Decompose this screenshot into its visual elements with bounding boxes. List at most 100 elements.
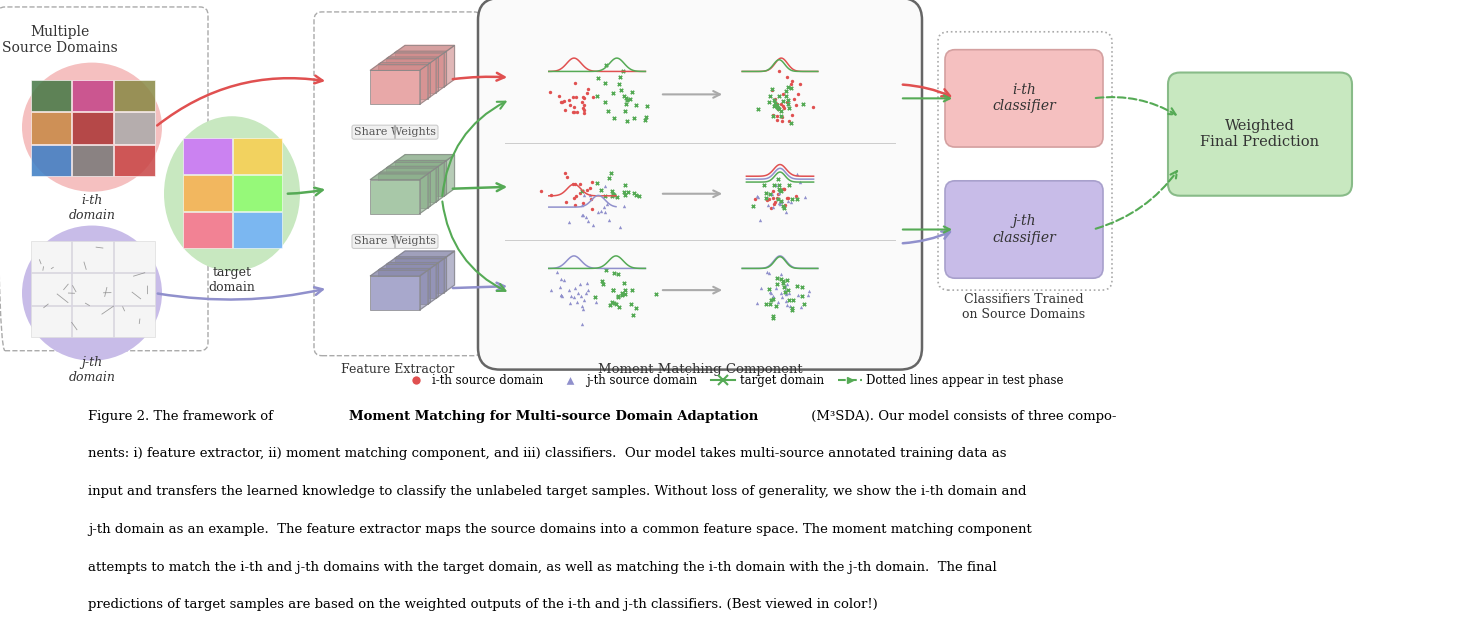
- Point: [580, 194, 603, 204]
- Polygon shape: [443, 46, 455, 87]
- Point: [600, 285, 624, 295]
- Point: [785, 169, 809, 179]
- Point: [759, 299, 782, 309]
- Point: [619, 299, 643, 310]
- Point: [769, 187, 793, 197]
- Point: [571, 304, 595, 315]
- Point: [590, 276, 614, 286]
- Bar: [115, 112, 154, 144]
- Point: [762, 101, 785, 112]
- Bar: [395, 258, 443, 292]
- Point: [788, 177, 812, 187]
- Point: [763, 283, 787, 294]
- Point: [775, 275, 799, 285]
- Point: [762, 187, 785, 197]
- Point: [769, 274, 793, 284]
- Point: [580, 178, 603, 188]
- Point: [553, 168, 577, 178]
- Point: [780, 303, 803, 313]
- Polygon shape: [395, 251, 455, 258]
- Point: [766, 278, 790, 288]
- Point: [587, 207, 611, 217]
- Point: [549, 290, 573, 301]
- Point: [788, 79, 812, 89]
- Point: [765, 180, 788, 190]
- Point: [599, 168, 622, 178]
- Point: [771, 96, 794, 106]
- Point: [564, 78, 587, 88]
- Point: [564, 283, 587, 293]
- Point: [778, 288, 802, 298]
- Point: [614, 285, 637, 296]
- Point: [760, 202, 784, 212]
- Point: [603, 298, 627, 308]
- Point: [568, 179, 592, 189]
- Polygon shape: [379, 263, 439, 271]
- Point: [775, 87, 799, 97]
- Point: [760, 83, 784, 94]
- Point: [777, 96, 800, 106]
- Point: [606, 292, 630, 302]
- Point: [775, 72, 799, 82]
- Polygon shape: [370, 269, 430, 276]
- FancyBboxPatch shape: [945, 50, 1102, 147]
- Point: [791, 282, 815, 292]
- Point: [771, 292, 794, 302]
- Ellipse shape: [22, 63, 161, 192]
- Point: [756, 200, 780, 210]
- Point: [763, 197, 787, 207]
- Point: [617, 187, 640, 197]
- Point: [539, 190, 562, 201]
- Point: [768, 185, 791, 196]
- Point: [769, 112, 793, 122]
- Point: [622, 113, 646, 123]
- Point: [575, 278, 599, 288]
- Point: [558, 298, 581, 308]
- Point: [571, 103, 595, 113]
- Point: [615, 95, 639, 105]
- Point: [763, 98, 787, 108]
- Text: Figure 2. The framework of: Figure 2. The framework of: [88, 410, 277, 422]
- Point: [549, 274, 573, 284]
- Bar: [72, 80, 113, 112]
- Point: [558, 285, 581, 295]
- Point: [762, 110, 785, 120]
- Point: [565, 296, 589, 306]
- Text: Share Weights: Share Weights: [354, 127, 436, 137]
- Point: [781, 110, 804, 121]
- Point: [759, 287, 782, 297]
- Point: [797, 286, 821, 296]
- Point: [774, 207, 797, 217]
- Polygon shape: [436, 257, 446, 298]
- Point: [608, 302, 631, 312]
- Point: [755, 192, 778, 203]
- Point: [772, 184, 796, 194]
- Text: j-th
domain: j-th domain: [69, 356, 116, 384]
- Point: [636, 101, 659, 111]
- Point: [559, 290, 583, 301]
- Polygon shape: [427, 263, 439, 304]
- Point: [589, 206, 612, 216]
- Point: [606, 291, 630, 301]
- Point: [596, 106, 619, 116]
- Point: [760, 291, 784, 301]
- Point: [765, 99, 788, 109]
- Point: [568, 279, 592, 289]
- Point: [768, 188, 791, 199]
- Point: [581, 92, 605, 102]
- Point: [777, 81, 800, 92]
- Point: [782, 94, 806, 104]
- Polygon shape: [395, 154, 455, 162]
- Polygon shape: [379, 57, 439, 65]
- Point: [586, 91, 609, 101]
- Point: [619, 285, 643, 295]
- Polygon shape: [395, 46, 455, 53]
- Point: [596, 199, 619, 209]
- Point: [614, 180, 637, 190]
- Point: [762, 312, 785, 322]
- Point: [769, 106, 793, 117]
- Bar: [115, 80, 154, 112]
- Point: [600, 191, 624, 201]
- Text: Share Weights: Share Weights: [354, 237, 436, 247]
- Point: [768, 199, 791, 209]
